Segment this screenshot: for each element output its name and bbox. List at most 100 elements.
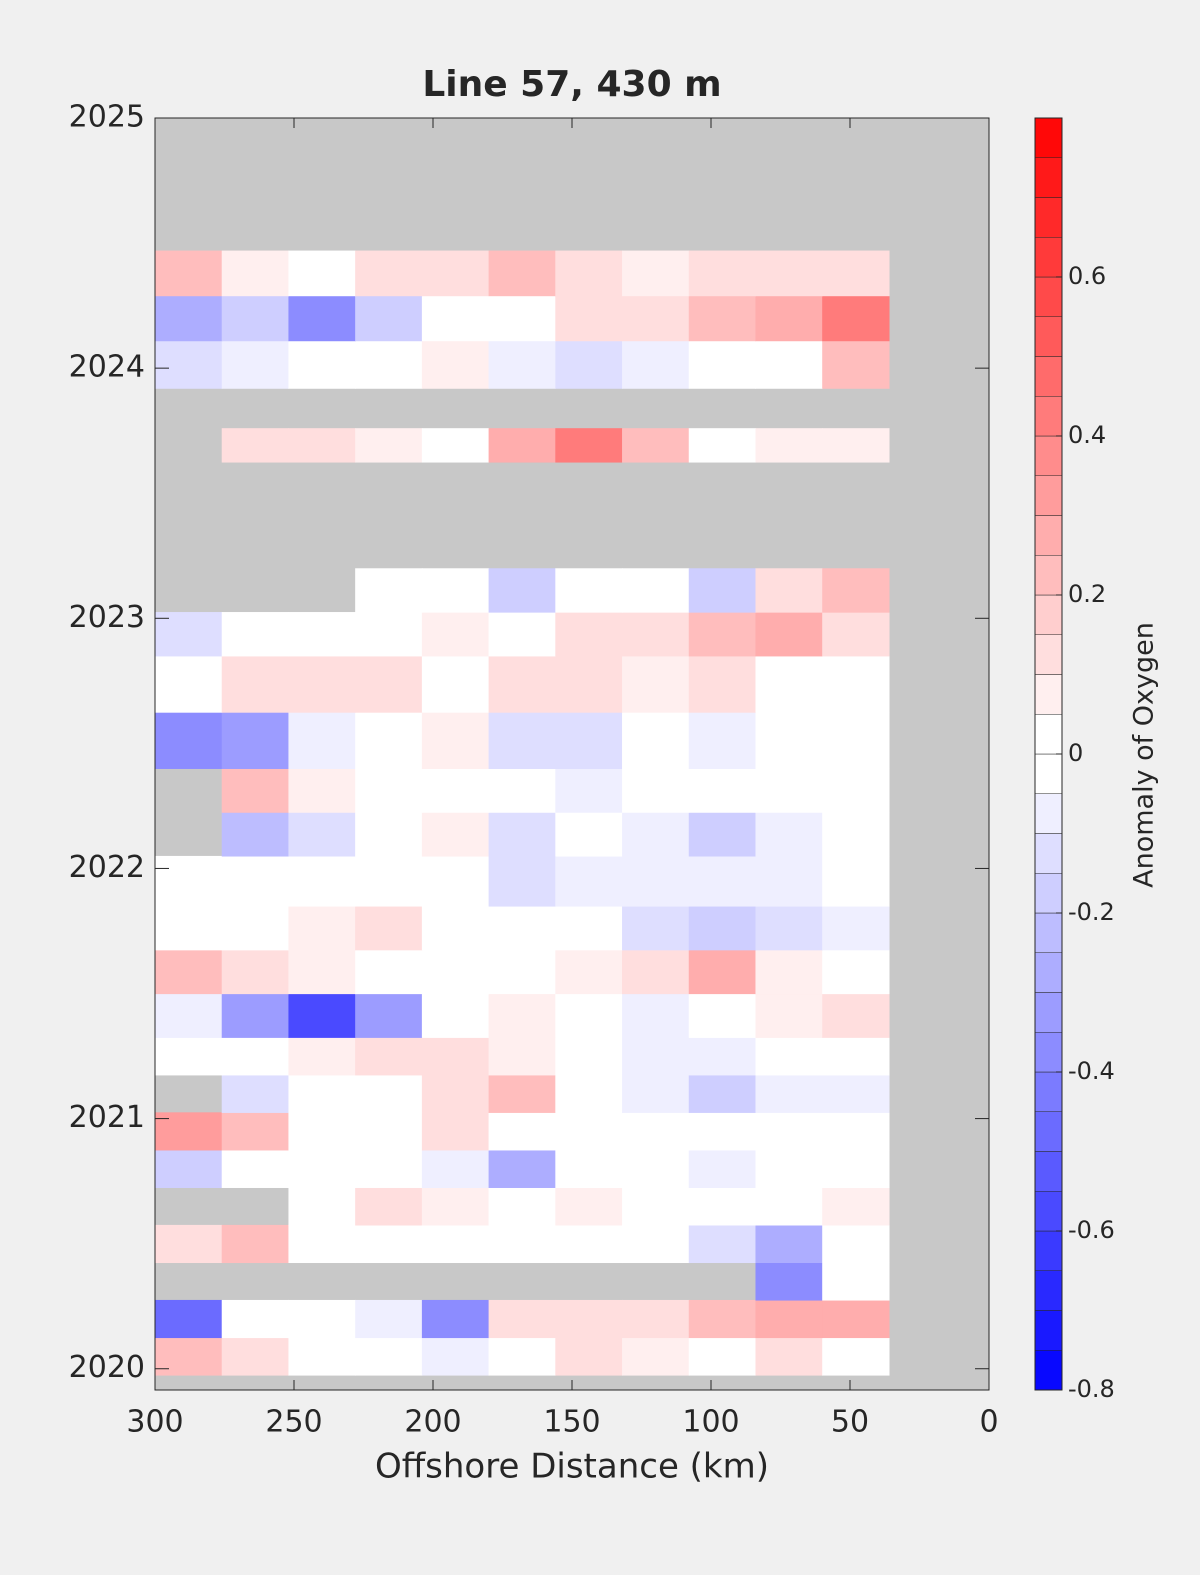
contour-cell [488,568,556,613]
colorbar-bin [1034,912,1063,953]
contour-cell [622,428,690,463]
contour-cell [755,1112,823,1151]
contour-cell [822,1299,890,1339]
contour-cell [355,655,423,713]
contour-cell [555,949,623,995]
contour-cell [155,250,223,297]
contour-cell [155,1299,223,1339]
contour-cell [688,340,757,389]
contour-cell [622,1074,690,1113]
contour-cell [155,612,223,657]
contour-cell [421,655,490,713]
contour-cell [155,1037,223,1076]
contour-cell [421,1299,490,1339]
contour-cell [688,1149,757,1188]
x-tick-label: 100 [682,1405,739,1440]
contour-cell [488,655,556,713]
contour-cell [155,1337,223,1376]
contour-cell [822,295,890,342]
contour-cell [421,712,490,769]
contour-cell [822,949,890,995]
y-tick-label: 2020 [69,1350,145,1385]
contour-cell [288,949,356,995]
contour-cell [221,612,290,657]
contour-cell [288,712,356,769]
colorbar-bin [1034,594,1063,635]
contour-cell [488,1337,556,1376]
contour-cell [822,655,890,713]
y-tick-label: 2022 [69,850,145,885]
contour-cell [822,812,890,857]
contour-cell [288,1112,356,1151]
contour-cell [355,1037,423,1076]
contour-cell [421,1112,490,1151]
contour-cell [488,768,556,813]
contour-cell [221,812,290,857]
contour-cell [555,905,623,951]
contour-cell [755,1262,823,1301]
contour-cell [221,993,290,1038]
field [155,250,890,1376]
contour-cell [488,428,556,463]
contour-cell [555,1074,623,1113]
colorbar-bin [1034,1310,1063,1351]
contour-cell [221,855,290,907]
contour-cell [555,1224,623,1264]
colorbar-bin [1034,833,1063,874]
contour-cell [488,855,556,907]
colorbar-tick-label: 0.4 [1068,421,1106,449]
contour-cell [555,1112,623,1151]
contour-cell [288,295,356,342]
contour-cell [421,1074,490,1113]
colorbar-tick-label: -0.4 [1068,1057,1115,1085]
colorbar-bin [1034,873,1063,914]
x-tick-label: 0 [979,1405,998,1440]
contour-cell [155,295,223,342]
contour-cell [221,1149,290,1188]
colorbar-bin [1034,952,1063,993]
colorbar-bin [1034,475,1063,516]
contour-cell [421,250,490,297]
contour-cell [688,568,757,613]
contour-cell [555,250,623,297]
colorbar-label: Anomaly of Oxygen [1129,622,1160,888]
contour-cell [622,250,690,297]
colorbar-tick-label: 0 [1068,739,1083,767]
contour-cell [822,1074,890,1113]
contour-cell [221,1299,290,1339]
contour-cell [755,768,823,813]
contour-cell [288,428,356,463]
contour-cell [755,295,823,342]
contour-cell [822,1262,890,1301]
colorbar-bin [1034,1032,1063,1073]
contour-cell [355,949,423,995]
contour-cell [688,1112,757,1151]
colorbar-bin [1034,157,1063,198]
contour-cell [355,1074,423,1113]
contour-cell [755,340,823,389]
x-tick-label: 50 [831,1405,869,1440]
colorbar-bin [1034,793,1063,834]
contour-cell [755,1149,823,1188]
contour-cell [555,1149,623,1188]
contour-cell [755,812,823,857]
contour-cell [355,1337,423,1376]
contour-cell [822,612,890,657]
contour-cell [288,612,356,657]
contour-cell [755,1074,823,1113]
contour-cell [822,1149,890,1188]
contour-cell [221,340,290,389]
contour-cell [221,1224,290,1264]
contour-cell [822,712,890,769]
contour-cell [155,1112,223,1151]
contour-cell [555,1337,623,1376]
contour-cell [355,855,423,907]
contour-cell [755,1299,823,1339]
contour-cell [288,1149,356,1188]
contour-cell [221,905,290,951]
colorbar-tick-label: 0.6 [1068,262,1106,290]
contour-cell [421,993,490,1038]
contour-cell [555,712,623,769]
contour-cell [822,428,890,463]
